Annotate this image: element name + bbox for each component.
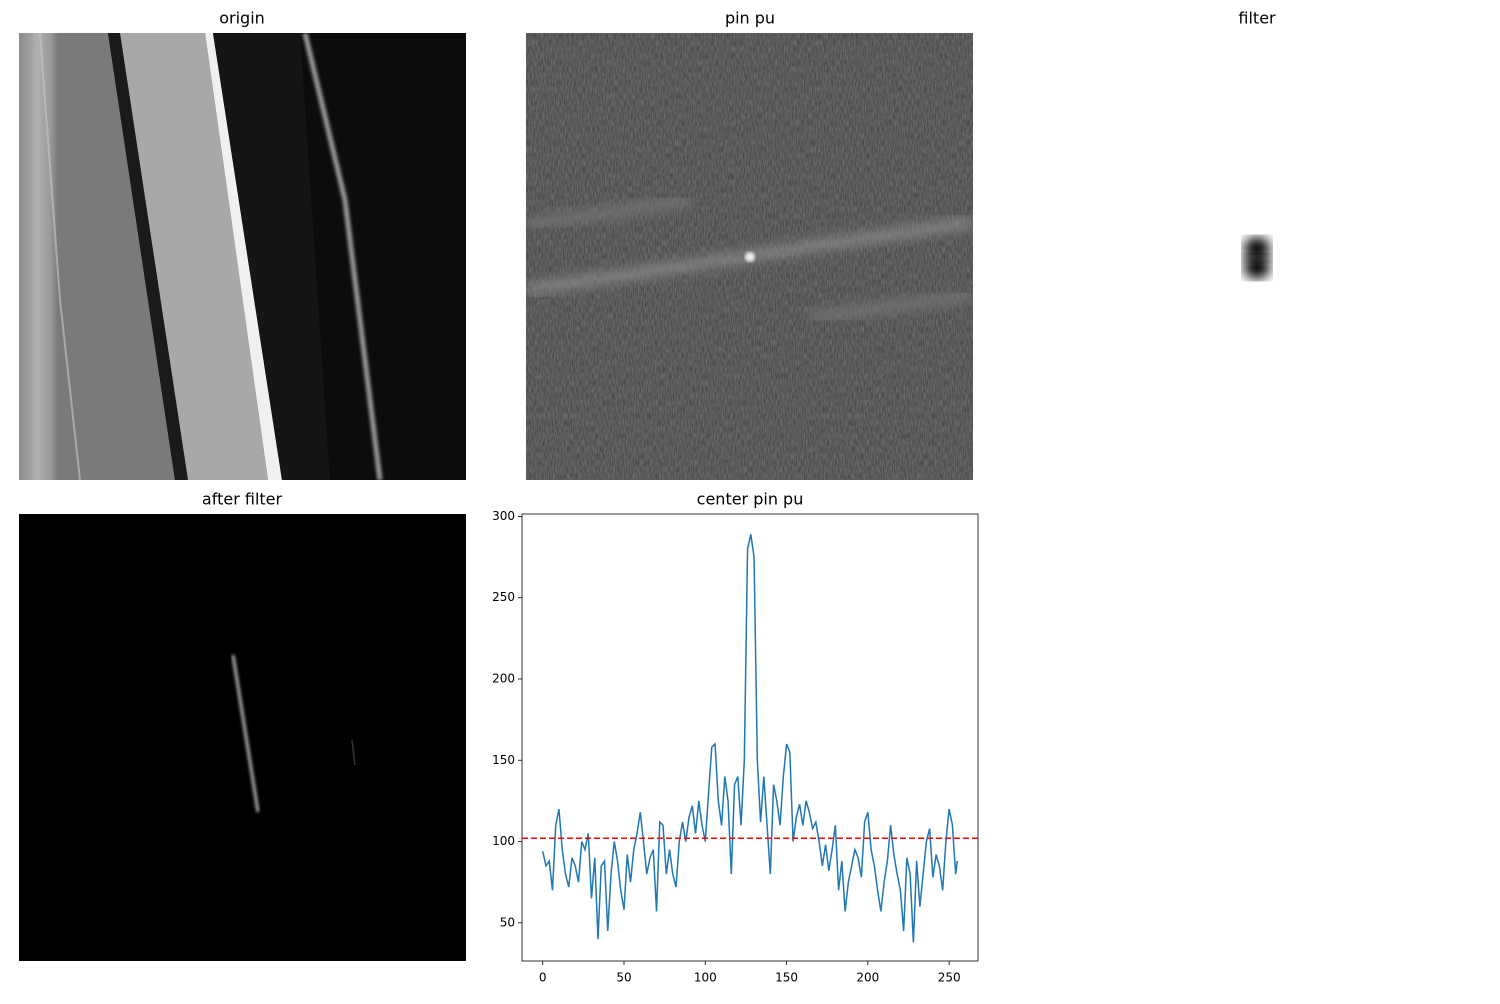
data-line — [541, 534, 959, 943]
x-tick-label: 250 — [938, 971, 961, 985]
y-tick-label: 100 — [492, 834, 515, 848]
filter-image — [1244, 237, 1270, 279]
panel-title: filter — [1238, 9, 1276, 28]
axes-frame — [521, 513, 979, 962]
x-tick-label: 150 — [775, 971, 798, 985]
x-tick-label: 50 — [616, 971, 631, 985]
x-tick-label: 100 — [694, 971, 717, 985]
panel-title: center pin pu — [697, 490, 804, 509]
origin-image — [19, 33, 466, 480]
panel-title: pin pu — [725, 9, 775, 28]
y-tick-label: 250 — [492, 590, 515, 604]
y-tick-label: 50 — [500, 915, 515, 929]
x-tick-label: 200 — [856, 971, 879, 985]
panel-title: after filter — [202, 490, 283, 509]
y-tick-label: 150 — [492, 753, 515, 767]
filtered-image — [19, 514, 466, 961]
spectrum-image — [526, 33, 973, 480]
x-tick-label: 0 — [539, 971, 547, 985]
y-tick-label: 200 — [492, 671, 515, 685]
y-tick-label: 300 — [492, 509, 515, 523]
panel-title: origin — [219, 9, 265, 28]
